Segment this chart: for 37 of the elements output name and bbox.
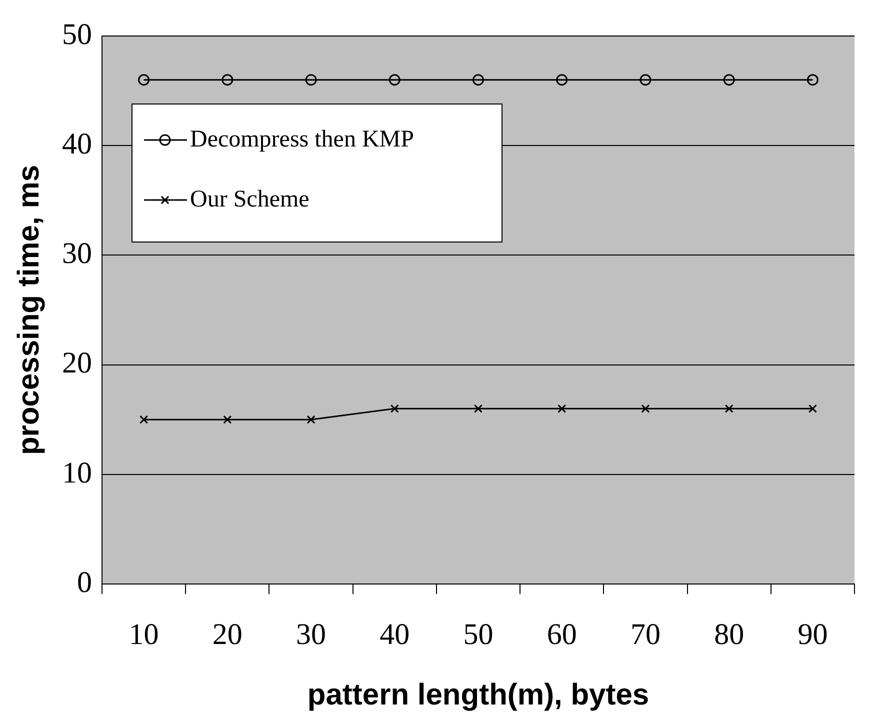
x-tick-label: 30 xyxy=(296,618,326,651)
point xyxy=(138,74,150,86)
y-tick-label: 0 xyxy=(77,566,92,599)
point xyxy=(223,415,232,424)
legend-label: Our Scheme xyxy=(190,186,310,212)
point xyxy=(724,404,734,413)
point xyxy=(474,404,483,413)
point xyxy=(806,74,818,86)
y-tick-label: 10 xyxy=(62,456,92,490)
y-tick-label: 20 xyxy=(62,346,92,380)
legend-label: Decompress then KMP xyxy=(190,126,414,152)
x-axis-title: pattern length(m), bytes xyxy=(307,678,650,712)
x-tick-label: 20 xyxy=(212,618,242,651)
x-tick-label: 90 xyxy=(798,618,828,651)
point xyxy=(222,74,234,86)
point xyxy=(556,74,568,86)
x-tick-label: 70 xyxy=(630,618,660,651)
point xyxy=(140,415,148,424)
point xyxy=(306,415,316,424)
y-tick-label: 30 xyxy=(62,237,92,270)
x-tick-label: 80 xyxy=(714,618,744,651)
y-tick-label: 50 xyxy=(62,18,92,51)
x-tick-label: 40 xyxy=(380,618,410,651)
y-axis-title: processing time, ms xyxy=(12,164,46,456)
point xyxy=(558,404,566,413)
point xyxy=(388,74,400,86)
point xyxy=(641,404,650,413)
point xyxy=(723,74,735,86)
x-tick-label: 50 xyxy=(463,618,494,651)
point xyxy=(472,74,484,86)
point xyxy=(305,74,317,86)
x-tick-label: 10 xyxy=(128,618,159,651)
x-tick-label: 60 xyxy=(546,618,577,651)
point xyxy=(640,74,652,86)
y-tick-label: 40 xyxy=(62,127,92,160)
point xyxy=(390,404,399,413)
point xyxy=(808,404,817,413)
